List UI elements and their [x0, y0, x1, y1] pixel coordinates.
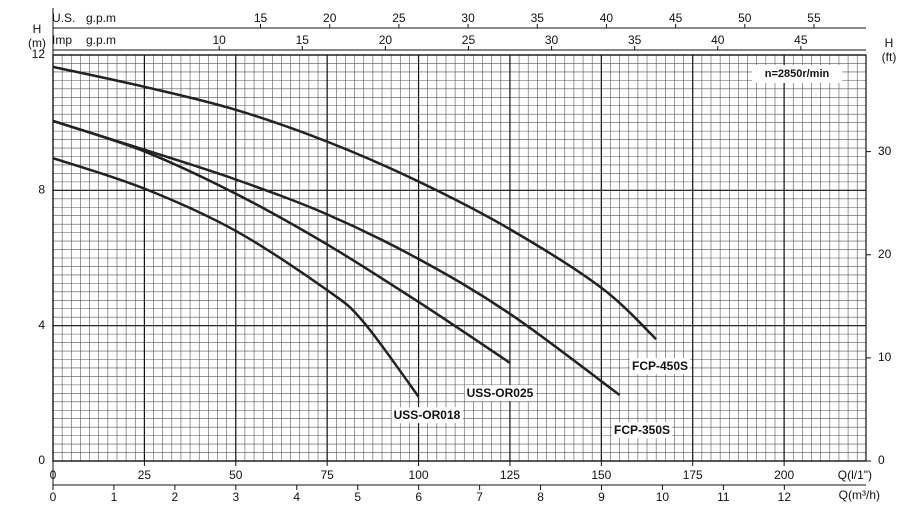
- x2-tick-label: 2: [172, 490, 179, 504]
- x2-tick-label: 11: [717, 490, 730, 504]
- curve-label-bg: [629, 358, 691, 375]
- curve: [52, 119, 511, 364]
- y-tick-label: 8: [38, 183, 45, 197]
- x2-axis-title: Q(m³/h): [839, 488, 880, 502]
- x4-tick-label: 10: [213, 33, 227, 47]
- x-axis-title: Q(l/1"): [838, 468, 872, 482]
- x4-axis-title: Imp: [52, 33, 72, 47]
- y2-tick-label: 0: [878, 453, 885, 467]
- x2-tick-label: 9: [598, 490, 605, 504]
- x4-tick-label: 20: [379, 33, 393, 47]
- x2-tick-label: 5: [354, 490, 361, 504]
- curve-label-bg: [391, 407, 463, 424]
- x-tick-label: 75: [320, 468, 334, 482]
- x4-tick-label: 35: [628, 33, 642, 47]
- x4-tick-label: 25: [462, 33, 476, 47]
- x2-tick-label: 0: [50, 490, 57, 504]
- y-tick-label: 0: [38, 453, 45, 467]
- y-tick-label: 12: [32, 47, 46, 61]
- x2-tick-label: 8: [537, 490, 544, 504]
- x3-axis-unit: g.p.m: [86, 11, 116, 25]
- x2-tick-label: 4: [293, 490, 300, 504]
- x3-tick-label: 40: [600, 11, 614, 25]
- curve-label: USS-OR018: [394, 408, 461, 422]
- x-tick-label: 200: [774, 468, 794, 482]
- y2-axis-unit: (ft): [882, 50, 897, 64]
- x2-tick-label: 1: [111, 490, 118, 504]
- x4-axis-unit: g.p.m: [86, 33, 116, 47]
- curve-label: FCP-450S: [632, 359, 688, 373]
- curve: [52, 157, 420, 398]
- curve-label-bg: [464, 385, 536, 402]
- x-tick-label: 25: [138, 468, 152, 482]
- curve-label: USS-OR025: [467, 386, 534, 400]
- curve-label: FCP-350S: [614, 423, 670, 437]
- x3-tick-label: 20: [323, 11, 337, 25]
- x4-tick-label: 15: [296, 33, 310, 47]
- y-axis-unit: (m): [28, 36, 46, 50]
- x-tick-label: 50: [229, 468, 243, 482]
- x4-tick-label: 40: [711, 33, 725, 47]
- x-tick-label: 125: [500, 468, 520, 482]
- y2-tick-label: 20: [878, 247, 892, 261]
- x4-tick-label: 45: [794, 33, 808, 47]
- x-tick-label: 175: [683, 468, 703, 482]
- x2-tick-label: 7: [476, 490, 483, 504]
- annotation: n=2850r/min: [765, 68, 830, 80]
- y2-axis-title: H: [885, 36, 894, 50]
- x3-tick-label: 45: [669, 11, 683, 25]
- x-tick-label: 150: [591, 468, 611, 482]
- y-tick-label: 4: [38, 318, 45, 332]
- y2-tick-label: 10: [878, 350, 892, 364]
- curve: [52, 65, 658, 341]
- x3-tick-label: 35: [531, 11, 545, 25]
- x2-tick-label: 6: [415, 490, 422, 504]
- y2-tick-label: 30: [878, 144, 892, 158]
- x3-axis-title: U.S.: [52, 11, 75, 25]
- x3-tick-label: 55: [807, 11, 821, 25]
- x3-tick-label: 30: [461, 11, 475, 25]
- x4-tick-label: 30: [545, 33, 559, 47]
- x2-tick-label: 3: [232, 490, 239, 504]
- x-tick-label: 100: [409, 468, 429, 482]
- curve-label-bg: [611, 422, 673, 439]
- x2-tick-label: 10: [656, 490, 670, 504]
- x2-tick-label: 12: [778, 490, 792, 504]
- x3-tick-label: 50: [738, 11, 752, 25]
- annotation-box: [752, 65, 842, 83]
- x3-tick-label: 15: [254, 11, 268, 25]
- x-tick-label: 0: [50, 468, 57, 482]
- x3-tick-label: 25: [392, 11, 406, 25]
- y-axis-title: H: [33, 22, 42, 36]
- curve: [52, 119, 621, 397]
